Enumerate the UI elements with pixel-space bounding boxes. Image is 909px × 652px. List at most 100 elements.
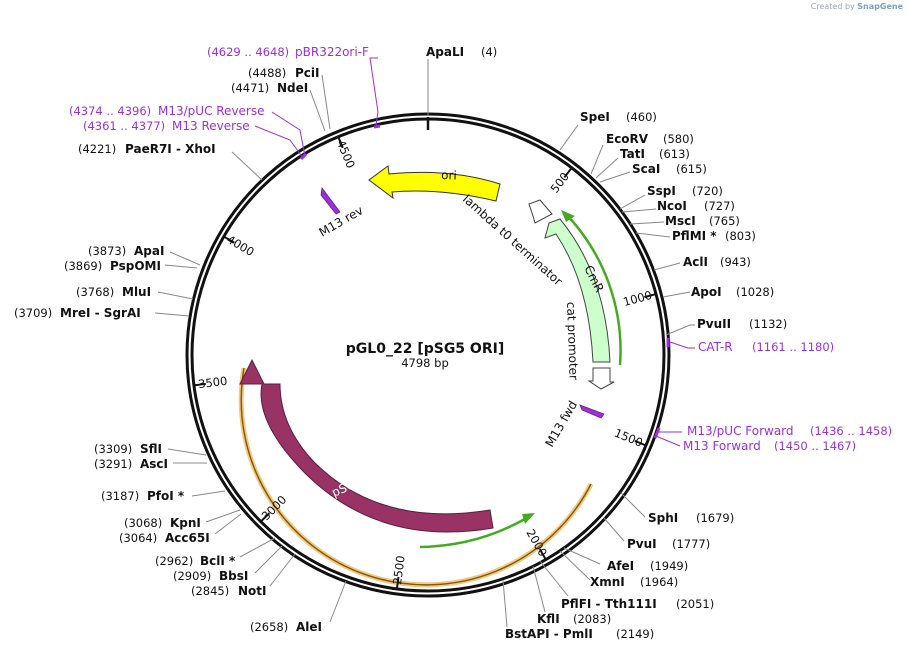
enzyme-bbsi: (2909) BbsI	[173, 569, 248, 583]
enzyme-spei: SpeI (460)	[580, 110, 657, 124]
m13-rev-label: M13 rev	[317, 203, 366, 239]
svg-text:NdeI: NdeI	[277, 81, 308, 95]
leader-pcii	[321, 74, 331, 130]
leader-mrei	[154, 312, 190, 317]
svg-text:SpeI: SpeI	[580, 110, 610, 124]
psg5-rep-label: pSG5 Rep	[330, 463, 389, 500]
tick-label-4000: 4000	[224, 232, 256, 259]
svg-text:BclI *: BclI *	[200, 554, 236, 568]
svg-text:(3873): (3873)	[88, 244, 126, 258]
cat-promoter-label: cat promoter	[564, 302, 581, 381]
svg-text:BstAPI - PmlI: BstAPI - PmlI	[505, 627, 593, 641]
credit-brand: SnapGene	[857, 2, 903, 11]
enzyme-pvuii: PvuII (1132)	[697, 317, 787, 331]
leader-lines	[154, 57, 695, 628]
leader-kfli	[532, 565, 546, 613]
enzyme-tati: TatI (613)	[620, 147, 690, 161]
leader-bcli	[239, 537, 276, 558]
svg-text:M13 Reverse: M13 Reverse	[172, 119, 250, 133]
leader-noti	[269, 553, 296, 587]
primer-m13-reverse: (4361 .. 4377) M13 Reverse	[83, 119, 250, 133]
leader-bbsi	[254, 545, 283, 574]
leader-msci	[629, 221, 665, 225]
svg-text:pBR322ori-F: pBR322ori-F	[295, 45, 369, 59]
svg-text:(3187): (3187)	[101, 489, 139, 503]
ori-feature	[368, 165, 501, 202]
tick-label-2500: 2500	[390, 555, 408, 586]
svg-text:(4629 .. 4648): (4629 .. 4648)	[207, 45, 289, 59]
tick-label-1000: 1000	[622, 288, 654, 309]
svg-text:(4361 .. 4377): (4361 .. 4377)	[83, 119, 165, 133]
svg-text:CAT-R: CAT-R	[698, 340, 733, 354]
leader-m13-puc-rev	[271, 111, 306, 157]
tick-mark-3000	[260, 512, 271, 523]
ori-label: ori	[441, 168, 457, 183]
enzyme-apai: (3873) ApaI	[88, 244, 164, 258]
svg-text:(3768): (3768)	[76, 285, 114, 299]
svg-text:ApaLI: ApaLI	[426, 45, 464, 59]
svg-text:(3869): (3869)	[64, 259, 102, 273]
enzyme-sfli: (3309) SflI	[94, 442, 162, 456]
cmr-green-arc	[564, 212, 622, 366]
leader-ncoi	[621, 208, 657, 213]
svg-text:(4221): (4221)	[78, 142, 116, 156]
m13-rev-mark	[299, 152, 308, 161]
svg-text:NcoI: NcoI	[657, 199, 687, 213]
svg-text:(765): (765)	[709, 214, 740, 228]
tick-mark-4000	[223, 235, 235, 244]
enzyme-sphi: SphI (1679)	[648, 511, 734, 525]
pbr322-mark	[373, 124, 381, 129]
lambda-terminator-feature	[528, 199, 553, 224]
plasmid-size: 4798 bp	[401, 356, 449, 370]
svg-text:AleI: AleI	[296, 620, 322, 634]
svg-text:(3291): (3291)	[94, 457, 132, 471]
cmr-green-arrowhead	[561, 210, 575, 222]
svg-text:XmnI: XmnI	[590, 575, 625, 589]
enzyme-scai: ScaI (615)	[632, 162, 707, 176]
tick-mark-1000	[644, 293, 657, 299]
leader-bstapi	[502, 579, 508, 628]
enzyme-asci: (3291) AscI	[94, 457, 168, 471]
enzyme-kpni: (3068) KpnI	[124, 516, 201, 530]
tick-label-1500: 1500	[612, 426, 644, 450]
enzyme-pfoi: (3187) PfoI *	[101, 489, 185, 503]
enzyme-bstapi-pmli: BstAPI - PmlI (2149)	[505, 627, 654, 641]
enzyme-msci: MscI (765)	[665, 214, 740, 228]
leader-pflmi	[635, 232, 671, 238]
m13-fwd-label: M13 fwd	[542, 398, 580, 449]
svg-text:(1161 .. 1180): (1161 .. 1180)	[752, 340, 834, 354]
svg-text:TatI: TatI	[620, 147, 645, 161]
leader-sspi	[619, 194, 646, 210]
svg-text:(4): (4)	[481, 45, 497, 59]
svg-text:(1964): (1964)	[640, 575, 678, 589]
primer-m13-puc-reverse: (4374 .. 4396) M13/pUC Reverse	[69, 104, 265, 118]
enzyme-xmni: XmnI (1964)	[590, 575, 678, 589]
svg-text:(2845): (2845)	[191, 584, 229, 598]
leader-apoi	[662, 291, 691, 298]
leader-sphi	[620, 492, 646, 518]
enzyme-mrei-sgrai: (3709) MreI - SgrAI	[14, 306, 141, 320]
enzyme-kfli: KflI (2083)	[537, 612, 611, 626]
leader-pflfi	[539, 560, 569, 597]
snapgene-credit: Created by SnapGene	[811, 2, 903, 11]
svg-text:ScaI: ScaI	[632, 162, 660, 176]
svg-text:M13 Forward: M13 Forward	[683, 439, 761, 453]
tick-mark-3500	[193, 382, 206, 387]
svg-text:(613): (613)	[659, 147, 690, 161]
svg-text:(2083): (2083)	[573, 612, 611, 626]
leader-acli	[653, 262, 681, 271]
svg-text:(3309): (3309)	[94, 442, 132, 456]
svg-text:SflI: SflI	[140, 442, 162, 456]
primer-pbr322ori-f: (4629 .. 4648) pBR322ori-F	[207, 45, 369, 59]
svg-text:ApoI: ApoI	[691, 285, 722, 299]
enzyme-ecorv: EcoRV (580)	[606, 132, 694, 146]
cat-promoter-feature	[587, 367, 615, 390]
svg-text:(3064): (3064)	[119, 531, 157, 545]
enzyme-sspi: SspI (720)	[647, 184, 723, 198]
svg-text:(3709): (3709)	[14, 306, 52, 320]
tick-mark-500	[563, 167, 573, 178]
tick-mark-2500	[395, 576, 400, 590]
lambda-terminator-label: lambda t0 terminator	[460, 192, 565, 289]
svg-text:(727): (727)	[704, 199, 735, 213]
